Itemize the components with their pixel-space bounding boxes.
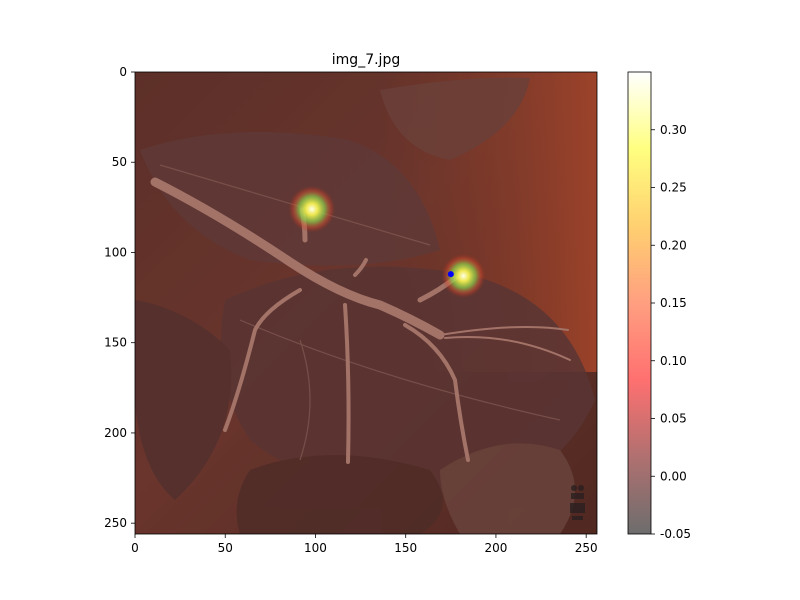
y-axis: 0 50 100 150 200 250 bbox=[104, 65, 135, 530]
leaf-lower-left bbox=[135, 300, 232, 500]
insect-leg bbox=[353, 258, 368, 277]
y-tick-label: 150 bbox=[104, 336, 127, 350]
watermark-icon bbox=[570, 485, 585, 520]
plot-area bbox=[135, 72, 597, 534]
x-tick-label: 50 bbox=[218, 541, 233, 555]
colorbar: -0.05 0.00 0.05 0.10 0.15 0.20 0.25 0.30 bbox=[627, 71, 691, 541]
colorbar-tick-label: 0.20 bbox=[660, 238, 687, 252]
insect-leg bbox=[403, 323, 470, 462]
colorbar-tick-label: 0.10 bbox=[660, 354, 687, 368]
chart-title: img_7.jpg bbox=[332, 52, 400, 68]
x-axis: 0 50 100 150 200 250 bbox=[131, 534, 598, 555]
colorbar-fill bbox=[628, 72, 651, 534]
insect-antenna bbox=[439, 325, 569, 336]
heatmap-hotspot bbox=[441, 253, 486, 298]
x-tick-label: 100 bbox=[304, 541, 327, 555]
plot-frame bbox=[134, 71, 598, 535]
leaf-lower-right bbox=[440, 443, 575, 534]
colorbar-tick-label: 0.00 bbox=[660, 469, 687, 483]
leaves bbox=[135, 77, 595, 534]
insect-body bbox=[150, 177, 445, 340]
leaf-center bbox=[220, 266, 595, 493]
colorbar-ticks: -0.05 0.00 0.05 0.10 0.15 0.20 0.25 0.30 bbox=[651, 123, 691, 541]
x-tick-label: 0 bbox=[131, 541, 139, 555]
insect-leg bbox=[343, 303, 351, 464]
leaf-upper-left bbox=[140, 132, 440, 266]
leaf-veins bbox=[159, 164, 561, 461]
colorbar-tick-label: 0.15 bbox=[660, 296, 687, 310]
y-tick-label: 200 bbox=[104, 426, 127, 440]
colorbar-tick-label: 0.30 bbox=[660, 123, 687, 137]
x-tick-label: 200 bbox=[484, 541, 507, 555]
y-tick-label: 50 bbox=[112, 155, 127, 169]
leaf-upper-right bbox=[380, 77, 530, 160]
x-tick-label: 150 bbox=[394, 541, 417, 555]
colorbar-tick-label: 0.25 bbox=[660, 181, 687, 195]
colorbar-tick-label: 0.05 bbox=[660, 412, 687, 426]
y-tick-label: 0 bbox=[119, 65, 127, 79]
y-tick-label: 100 bbox=[104, 245, 127, 259]
heatmap-wash bbox=[135, 72, 597, 534]
y-tick-label: 250 bbox=[104, 516, 127, 530]
x-tick-label: 250 bbox=[575, 541, 598, 555]
heatmap-hotspots bbox=[288, 185, 486, 298]
stick-insect bbox=[150, 177, 571, 464]
colorbar-tick-label: -0.05 bbox=[660, 527, 691, 541]
heatmap-hotspot bbox=[288, 185, 336, 233]
leaf-bottom bbox=[236, 455, 443, 534]
insect-antenna bbox=[444, 335, 571, 361]
insect-leg bbox=[223, 288, 302, 432]
marked-point bbox=[447, 271, 454, 278]
